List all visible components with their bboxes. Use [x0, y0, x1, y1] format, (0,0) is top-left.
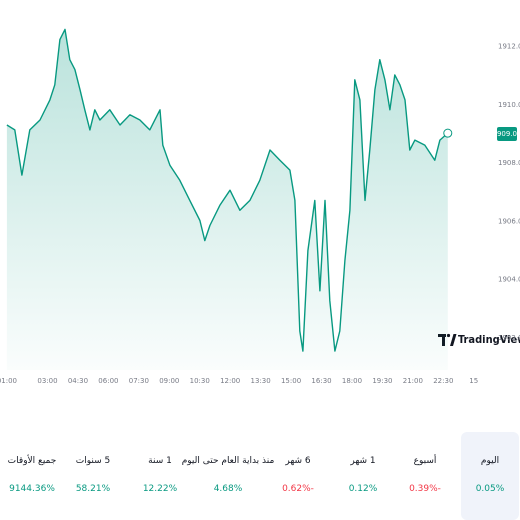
period-label: 1 سنة [148, 456, 172, 466]
x-tick-label: 22:30 [433, 377, 453, 385]
x-tick-label: 19:30 [372, 377, 392, 385]
axes: 1902.00 1904.00 1906.00 1908.00 1910.00 1912.… [0, 43, 520, 385]
series [6, 28, 453, 371]
period-change: 0.39%- [409, 484, 441, 494]
chart: TradingView 1902.00 1904.00 1906.00 1908.00… [0, 28, 520, 385]
period-change: 0.62%- [282, 484, 314, 494]
watermark: TradingView [458, 333, 520, 346]
x-tick-label: 13:30 [251, 377, 271, 385]
period-change: 0.05% [475, 484, 505, 494]
x-tick-label: 16:30 [311, 377, 331, 385]
period-tab[interactable]: منذ بداية العام حتى اليوم 4.68% [182, 432, 275, 520]
x-tick-label: 21:00 [403, 377, 423, 385]
y-tick-label: 1902.00 [498, 334, 520, 342]
x-tick-label: 01:00 [0, 377, 17, 385]
period-label: أسبوع [413, 456, 437, 466]
period-label: 1 شهر [350, 456, 376, 466]
x-tick-label: 18:00 [342, 377, 362, 385]
period-label: منذ بداية العام حتى اليوم [181, 456, 275, 466]
period-tab[interactable]: جميع الأوقات 9144.36% [1, 432, 63, 520]
last-point [443, 128, 453, 138]
area-fill [6, 29, 448, 371]
x-tick-label: 15:00 [281, 377, 301, 385]
y-tick-label: 1904.00 [498, 276, 520, 284]
x-tick-label: 06:00 [98, 377, 118, 385]
x-tick-label: 07:30 [129, 377, 149, 385]
last-price-badge [497, 127, 517, 142]
period-change: 9144.36% [9, 484, 55, 494]
period-label: 6 شهر [285, 456, 311, 466]
price-line [6, 28, 449, 352]
period-tab[interactable]: 1 شهر 0.12% [332, 432, 394, 520]
x-tick-label: 10:30 [190, 377, 210, 385]
period-tab[interactable]: 1 سنة 12.22% [129, 432, 191, 520]
period-tab[interactable]: أسبوع 0.39%- [394, 432, 456, 520]
period-tab[interactable]: اليوم 0.05% [461, 432, 519, 520]
x-tick-label: 12:00 [220, 377, 240, 385]
period-change: 0.12% [348, 484, 378, 494]
period-label: اليوم [480, 456, 500, 466]
y-tick-label: 1912.00 [498, 43, 520, 51]
period-label: جميع الأوقات [7, 456, 57, 466]
y-tick-label: 1910.00 [498, 101, 520, 109]
period-tabs: اليوم 0.05% أسبوع 0.39%- 1 شهر 0.12% 6 شهر 0.62… [0, 432, 520, 520]
x-tick-label: 03:00 [37, 377, 57, 385]
period-change: 4.68% [213, 484, 243, 494]
period-change: 12.22% [142, 484, 178, 494]
period-label: 5 سنوات [75, 456, 111, 466]
period-tab[interactable]: 5 سنوات 58.21% [62, 432, 124, 520]
x-tick-label: 04:30 [68, 377, 88, 385]
y-tick-label: 1906.00 [498, 217, 520, 225]
y-tick-label: 1908.00 [498, 159, 520, 167]
period-change: 58.21% [75, 484, 111, 494]
last-price-label: 1909.00 [493, 130, 520, 138]
period-tab[interactable]: 6 شهر 0.62%- [267, 432, 329, 520]
x-tick-label: 15 [469, 377, 478, 385]
x-tick-label: 09:00 [159, 377, 179, 385]
